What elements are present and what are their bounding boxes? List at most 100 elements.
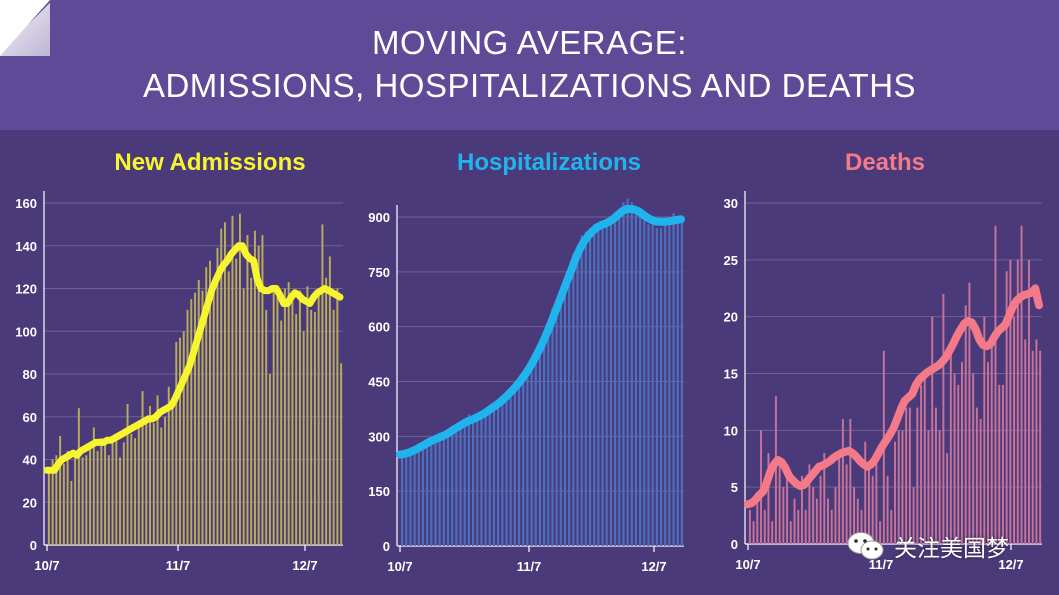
admissions-bar bbox=[115, 433, 118, 545]
page-curl-corner bbox=[0, 0, 50, 56]
hospitalizations-bar bbox=[651, 224, 654, 547]
deaths-bar bbox=[968, 282, 971, 544]
admissions-bar bbox=[205, 267, 208, 545]
hospitalizations-moving-average-line bbox=[396, 205, 685, 459]
deaths-bar bbox=[905, 407, 908, 544]
watermark: 关注美国梦 bbox=[846, 528, 1009, 564]
admissions-x-tick-label: 10/7 bbox=[34, 558, 59, 573]
deaths-y-tick-label: 25 bbox=[724, 253, 738, 268]
hospitalizations-bar bbox=[455, 427, 458, 546]
deaths-moving-average-line bbox=[744, 284, 1043, 509]
admissions-bar bbox=[197, 279, 200, 545]
hospitalizations-bar bbox=[505, 396, 508, 546]
deaths-bar bbox=[912, 487, 915, 544]
deaths-bar bbox=[815, 498, 818, 544]
hospitalizations-bar bbox=[480, 418, 483, 546]
admissions-y-tick-label: 20 bbox=[23, 495, 37, 510]
deaths-bar bbox=[871, 475, 874, 544]
deaths-bar bbox=[897, 430, 900, 544]
deaths-bar bbox=[920, 384, 923, 544]
hospitalizations-bar bbox=[484, 410, 487, 546]
hospitalizations-bar bbox=[614, 215, 617, 546]
hospitalizations-bar bbox=[472, 418, 475, 546]
hospitalizations-bar bbox=[680, 217, 683, 546]
hospitalizations-x-tick-label: 12/7 bbox=[641, 559, 666, 574]
admissions-bar bbox=[171, 403, 174, 545]
admissions-bar bbox=[122, 442, 125, 545]
hospitalizations-bar bbox=[463, 421, 466, 546]
deaths-bar bbox=[786, 464, 789, 544]
slide-title-line-2: ADMISSIONS, HOSPITALIZATIONS AND DEATHS bbox=[142, 67, 917, 104]
admissions-bar bbox=[167, 386, 170, 545]
hospitalizations-bar bbox=[517, 385, 521, 546]
hospitalizations-bar bbox=[434, 436, 437, 546]
hospitalizations-bar bbox=[605, 218, 608, 547]
deaths-bar bbox=[841, 418, 844, 544]
hospitalizations-bar bbox=[492, 405, 496, 546]
admissions-bar bbox=[59, 435, 62, 545]
hospitalizations-bar bbox=[580, 235, 583, 546]
deaths-bar bbox=[827, 498, 829, 544]
deaths-bar bbox=[964, 305, 967, 544]
admissions-bar bbox=[70, 480, 73, 545]
deaths-bar bbox=[1009, 259, 1012, 544]
deaths-bar bbox=[972, 373, 975, 544]
deaths-bar bbox=[789, 521, 792, 544]
deaths-bar bbox=[961, 362, 963, 544]
deaths-bar bbox=[1035, 339, 1038, 544]
deaths-bar bbox=[812, 487, 815, 544]
admissions-x-tick-label: 12/7 bbox=[292, 558, 317, 573]
deaths-bar bbox=[1013, 316, 1016, 544]
deaths-bar bbox=[830, 509, 833, 544]
hospitalizations-bar bbox=[530, 363, 533, 546]
hospitalizations-bar bbox=[442, 436, 445, 546]
deaths-bar bbox=[875, 453, 878, 544]
hospitalizations-bar bbox=[655, 227, 658, 546]
hospitalizations-x-tick-label: 10/7 bbox=[387, 559, 412, 574]
hospitalizations-bar bbox=[643, 213, 646, 546]
deaths-bar bbox=[819, 475, 822, 544]
wechat-icon bbox=[847, 532, 884, 560]
admissions-bar bbox=[145, 421, 148, 545]
deaths-bar bbox=[763, 509, 766, 544]
deaths-bar bbox=[916, 407, 919, 544]
deaths-bar bbox=[834, 487, 837, 544]
deaths-bar bbox=[1039, 350, 1042, 544]
admissions-bar bbox=[246, 235, 249, 545]
hospitalizations-bar bbox=[676, 220, 679, 546]
admissions-bar bbox=[164, 416, 166, 545]
admissions-bar bbox=[100, 438, 103, 545]
admissions-bar bbox=[51, 459, 54, 545]
admissions-bar bbox=[231, 215, 234, 545]
hospitalizations-bar bbox=[538, 348, 541, 546]
deaths-bar bbox=[987, 362, 990, 544]
hospitalizations-bar bbox=[576, 249, 579, 546]
admissions-bar bbox=[130, 433, 133, 545]
deaths-bar bbox=[1031, 350, 1034, 544]
hospitalizations-chart-title: Hospitalizations bbox=[457, 149, 641, 176]
admissions-bar bbox=[182, 331, 185, 545]
admissions-bar bbox=[126, 403, 129, 545]
admissions-bar bbox=[220, 228, 223, 545]
admissions-bar bbox=[287, 282, 290, 545]
deaths-bar bbox=[894, 441, 896, 544]
admissions-bar bbox=[89, 444, 92, 545]
hospitalizations-bar bbox=[526, 370, 529, 546]
deaths-bar bbox=[797, 509, 800, 544]
hospitalizations-y-tick-label: 600 bbox=[368, 320, 390, 335]
hospitalizations-bar bbox=[438, 432, 441, 546]
deaths-bar bbox=[1016, 259, 1019, 544]
admissions-y-tick-label: 60 bbox=[23, 410, 37, 425]
hospitalizations-bar bbox=[659, 227, 663, 546]
admissions-bar bbox=[186, 309, 189, 545]
deaths-bar bbox=[908, 407, 911, 544]
admissions-y-tick-label: 160 bbox=[15, 196, 37, 211]
deaths-bar bbox=[774, 396, 777, 544]
admissions-bar bbox=[96, 450, 99, 545]
admissions-bar bbox=[306, 286, 309, 545]
admissions-bar bbox=[268, 374, 271, 545]
admissions-bar bbox=[111, 442, 114, 545]
admissions-bar bbox=[85, 455, 88, 545]
deaths-bar bbox=[923, 373, 926, 544]
